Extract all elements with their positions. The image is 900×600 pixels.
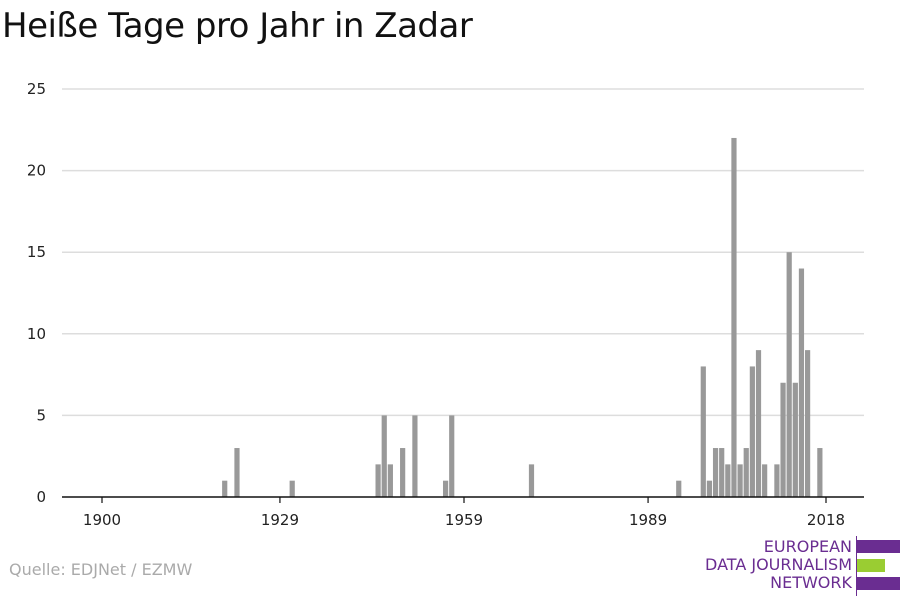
y-tick-label-15: 15 — [27, 243, 46, 261]
bar-2005 — [743, 448, 749, 497]
y-tick-label-20: 20 — [27, 162, 46, 180]
logo-divider — [856, 536, 857, 596]
bar-1947 — [387, 464, 393, 497]
bar-2014 — [798, 268, 805, 497]
bar-2002 — [725, 464, 731, 497]
bar-2004 — [737, 464, 743, 497]
y-tick-label-0: 0 — [36, 488, 46, 506]
gridlines — [62, 88, 864, 417]
bars — [222, 137, 823, 497]
x-tick-label-1929: 1929 — [261, 511, 299, 529]
bar-2011 — [780, 382, 786, 497]
bar-1957 — [449, 415, 455, 497]
bar-1922 — [234, 448, 240, 497]
bar-2008 — [762, 464, 768, 497]
x-tick-label-1959: 1959 — [445, 511, 483, 529]
bar-2010 — [774, 464, 780, 497]
x-tick-label-1989: 1989 — [629, 511, 667, 529]
bar-2017 — [817, 448, 823, 497]
logo-line-2: DATA JOURNALISM — [705, 555, 852, 574]
edjnet-logo[interactable]: EUROPEAN DATA JOURNALISM NETWORK — [700, 536, 900, 596]
logo-line-3: NETWORK — [770, 573, 852, 592]
bar-2007 — [755, 350, 762, 497]
bar-1956 — [442, 480, 449, 497]
bar-2013 — [792, 382, 798, 497]
logo-bar-middle — [857, 559, 885, 572]
chart-title: Heiße Tage pro Jahr in Zadar — [2, 6, 473, 46]
bar-2006 — [749, 366, 755, 497]
bar-1970 — [528, 464, 535, 497]
logo-bar-top — [857, 540, 900, 553]
x-tick-label-2018: 2018 — [807, 511, 845, 529]
bar-1999 — [706, 480, 713, 497]
x-axis: 1900 1929 1959 1989 2018 — [62, 496, 864, 529]
bar-1998 — [700, 366, 706, 497]
bar-1945 — [375, 464, 381, 497]
bar-2000 — [712, 448, 719, 497]
bar-2012 — [786, 252, 792, 497]
y-axis-labels: 0 5 10 15 20 25 — [27, 80, 46, 506]
y-tick-label-25: 25 — [27, 80, 46, 98]
bar-1946 — [381, 415, 387, 497]
logo-line-1: EUROPEAN — [763, 537, 852, 556]
bar-1994 — [676, 480, 682, 497]
x-tick-label-1900: 1900 — [83, 511, 121, 529]
logo-bar-bottom — [857, 577, 900, 590]
y-tick-label-10: 10 — [27, 325, 46, 343]
source-note: Quelle: EDJNet / EZMW — [9, 560, 193, 579]
bar-1931 — [289, 480, 295, 497]
bar-1949 — [400, 448, 406, 497]
bar-1951 — [412, 415, 418, 497]
bar-2015 — [804, 350, 811, 497]
y-tick-label-5: 5 — [36, 406, 46, 424]
bar-1920 — [222, 480, 228, 497]
bar-2001 — [719, 448, 725, 497]
bar-2003 — [731, 137, 737, 497]
